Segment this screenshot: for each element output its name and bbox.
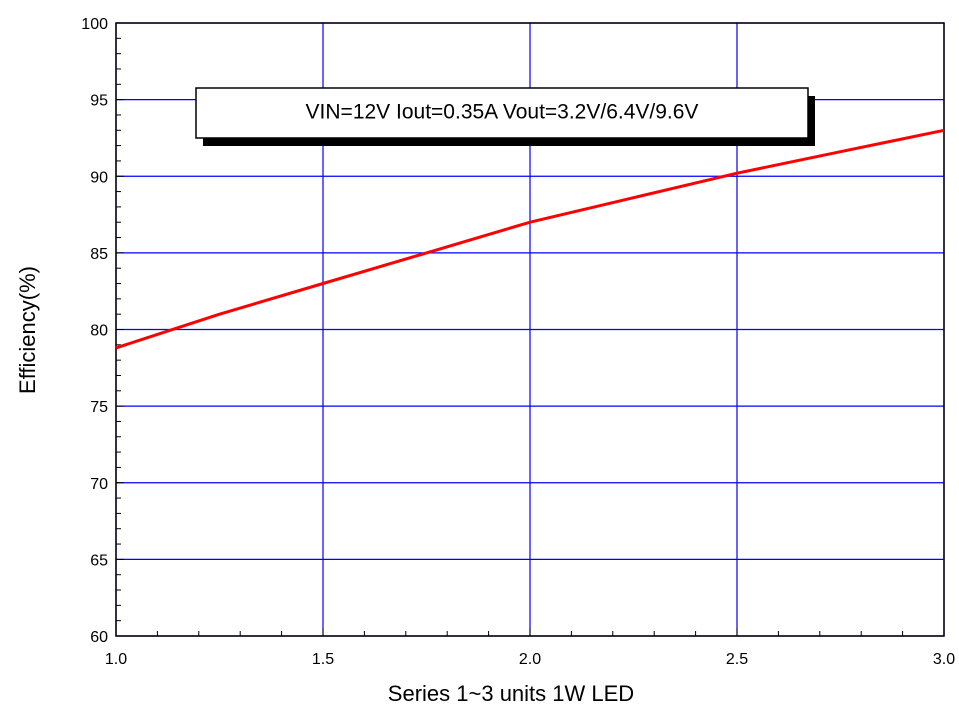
y-axis-title: Efficiency(%) (15, 266, 40, 394)
y-tick-label: 70 (90, 476, 108, 493)
y-tick-label: 85 (90, 246, 108, 263)
y-tick-label: 65 (90, 552, 108, 569)
x-tick-label: 2.0 (519, 651, 541, 668)
y-tick-label: 75 (90, 399, 108, 416)
minor-ticks (115, 22, 945, 637)
series-layer (115, 128, 945, 350)
x-tick-label: 3.0 (933, 651, 955, 668)
y-tick-label: 90 (90, 169, 108, 186)
y-tick-label: 80 (90, 323, 108, 340)
annotation-box: VIN=12V Iout=0.35A Vout=3.2V/6.4V/9.6V (195, 87, 815, 146)
annotation-frame (195, 87, 809, 139)
y-tick-label: 95 (90, 93, 108, 110)
annotation-text: VIN=12V Iout=0.35A Vout=3.2V/6.4V/9.6V (306, 101, 699, 124)
y-tick-label: 60 (90, 629, 108, 646)
y-tick-labels: 60 65 70 75 80 85 90 95 100 (81, 16, 108, 646)
y-tick-label: 100 (81, 16, 108, 33)
x-tick-labels: 1.0 1.5 2.0 2.5 3.0 (105, 651, 955, 668)
efficiency-line (115, 128, 945, 350)
x-tick-label: 2.5 (726, 651, 748, 668)
x-axis-title: Series 1~3 units 1W LED (388, 681, 634, 706)
x-tick-label: 1.0 (105, 651, 127, 668)
x-tick-label: 1.5 (312, 651, 334, 668)
